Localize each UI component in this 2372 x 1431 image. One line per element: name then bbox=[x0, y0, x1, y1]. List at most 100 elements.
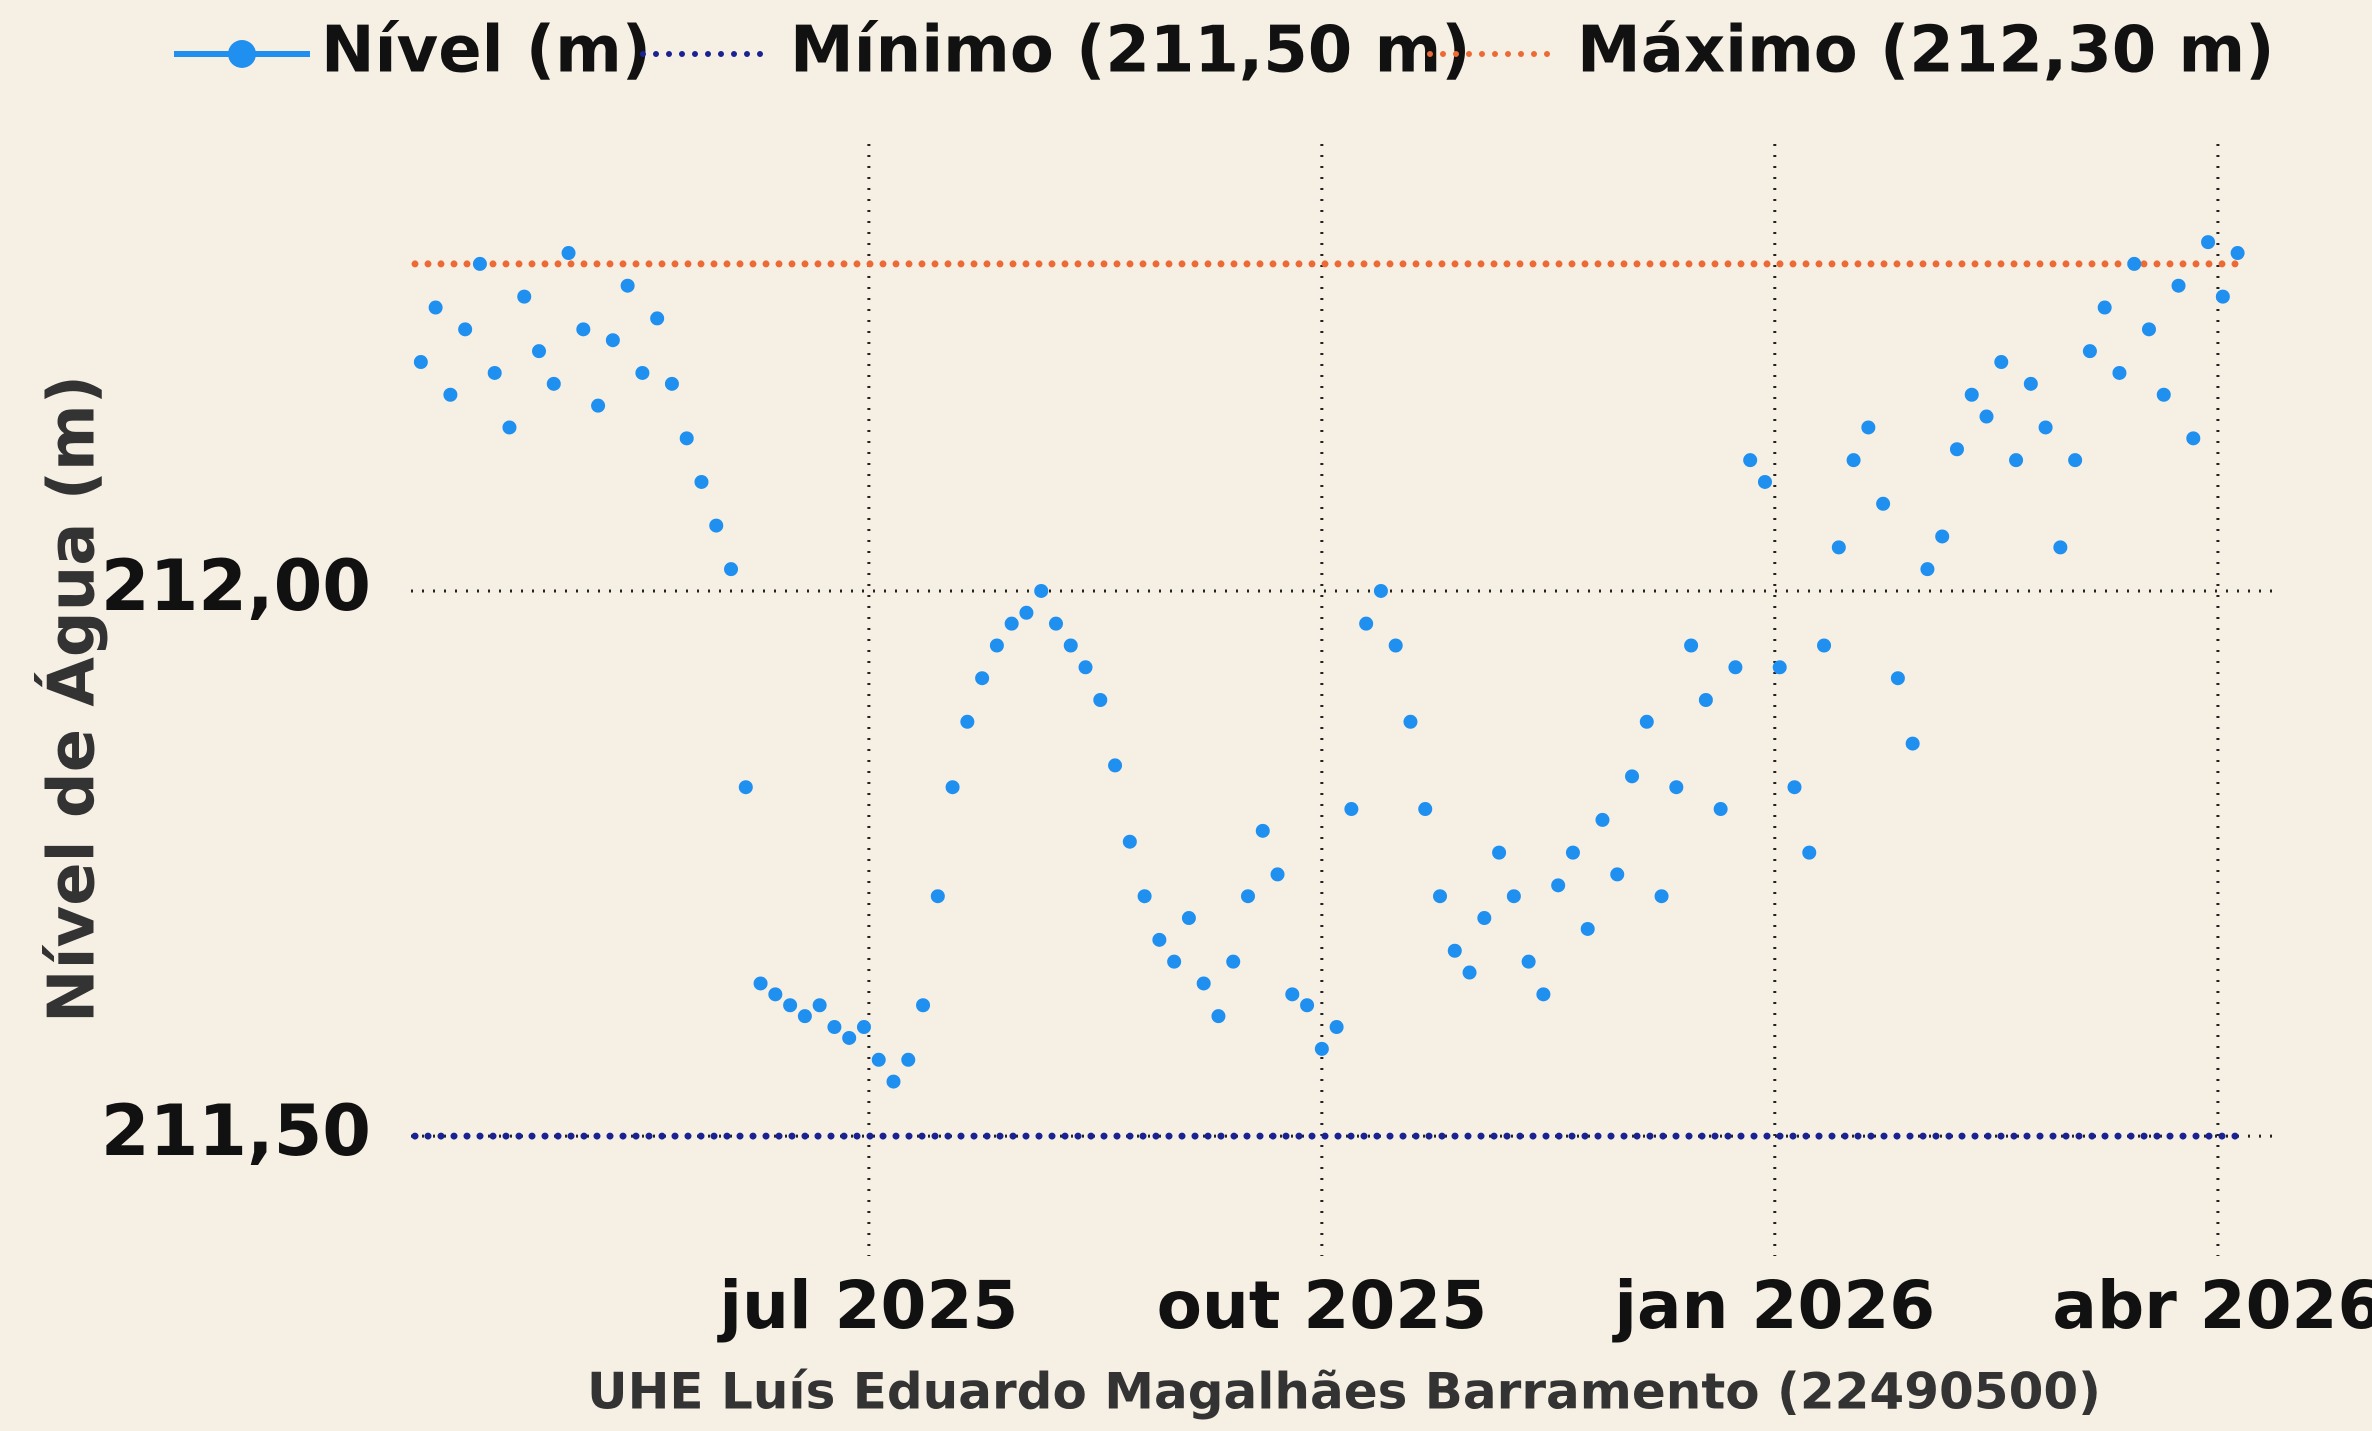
data-point bbox=[1920, 562, 1935, 577]
data-point bbox=[783, 998, 798, 1013]
data-point bbox=[709, 518, 724, 533]
data-point bbox=[1565, 845, 1580, 860]
data-point bbox=[1477, 911, 1492, 926]
data-point bbox=[1004, 616, 1019, 631]
data-point bbox=[1964, 387, 1979, 402]
data-point bbox=[1418, 802, 1433, 817]
data-point bbox=[1300, 998, 1315, 1013]
data-point bbox=[576, 322, 591, 337]
data-point bbox=[1108, 758, 1123, 773]
data-point bbox=[1314, 1041, 1329, 1056]
data-point bbox=[1506, 889, 1521, 904]
data-point bbox=[1580, 921, 1595, 936]
data-point bbox=[1772, 660, 1787, 675]
data-point bbox=[679, 431, 694, 446]
data-point bbox=[1373, 583, 1388, 598]
data-point bbox=[1787, 780, 1802, 795]
data-point bbox=[1196, 976, 1211, 991]
data-point bbox=[768, 987, 783, 1002]
data-point bbox=[2112, 365, 2127, 380]
data-point bbox=[1994, 355, 2009, 370]
data-point bbox=[1078, 660, 1093, 675]
data-point bbox=[827, 1020, 842, 1035]
data-point bbox=[2038, 420, 2053, 435]
data-point bbox=[561, 246, 576, 261]
data-point bbox=[871, 1052, 886, 1067]
data-point bbox=[2068, 453, 2083, 468]
data-point bbox=[1713, 802, 1728, 817]
data-point bbox=[1595, 812, 1610, 827]
data-point bbox=[1462, 965, 1477, 980]
y-axis-title: Nível de Água (m) bbox=[34, 375, 110, 1023]
data-point bbox=[1949, 442, 1964, 457]
data-point bbox=[1122, 834, 1137, 849]
data-point bbox=[650, 311, 665, 326]
data-point bbox=[1211, 1009, 1226, 1024]
data-point bbox=[1817, 638, 1832, 653]
data-point bbox=[1684, 638, 1699, 653]
data-point bbox=[591, 398, 606, 413]
data-point bbox=[1270, 867, 1285, 882]
data-point bbox=[2023, 376, 2038, 391]
x-tick-label: out 2025 bbox=[1157, 1267, 1488, 1344]
data-point bbox=[901, 1052, 916, 1067]
data-point bbox=[842, 1030, 857, 1045]
data-point bbox=[1019, 605, 1034, 620]
data-point bbox=[502, 420, 517, 435]
data-point bbox=[2009, 453, 2024, 468]
data-point bbox=[812, 998, 827, 1013]
data-point bbox=[1536, 987, 1551, 1002]
data-point bbox=[413, 355, 428, 370]
data-point bbox=[1152, 932, 1167, 947]
data-point bbox=[635, 365, 650, 380]
data-point bbox=[2171, 278, 2186, 293]
data-point bbox=[1669, 780, 1684, 795]
legend-label: Mínimo (211,50 m) bbox=[790, 14, 1471, 88]
x-tick-label: jul 2025 bbox=[716, 1267, 1018, 1344]
data-point bbox=[738, 780, 753, 795]
data-point bbox=[1639, 714, 1654, 729]
y-tick-label: 211,50 bbox=[101, 1090, 371, 1172]
data-point bbox=[1063, 638, 1078, 653]
data-point bbox=[1979, 409, 1994, 424]
data-point bbox=[1876, 496, 1891, 511]
data-point bbox=[886, 1074, 901, 1089]
data-point bbox=[2215, 289, 2230, 304]
data-point bbox=[753, 976, 768, 991]
data-point bbox=[532, 344, 547, 359]
data-point bbox=[1093, 693, 1108, 707]
data-point bbox=[1403, 714, 1418, 729]
data-point bbox=[1181, 911, 1196, 926]
x-axis-title: UHE Luís Eduardo Magalhães Barramento (2… bbox=[587, 1363, 2101, 1421]
data-point bbox=[1359, 616, 1374, 631]
data-point bbox=[1167, 954, 1182, 969]
data-point bbox=[1802, 845, 1817, 860]
data-point bbox=[945, 780, 960, 795]
data-point bbox=[724, 562, 739, 577]
data-point bbox=[694, 474, 709, 489]
data-point bbox=[1433, 889, 1448, 904]
x-tick-label: jan 2026 bbox=[1611, 1267, 1935, 1344]
data-point bbox=[1757, 474, 1772, 489]
data-point bbox=[443, 387, 458, 402]
data-point bbox=[1728, 660, 1743, 675]
data-point bbox=[487, 365, 502, 380]
data-point bbox=[1492, 845, 1507, 860]
data-point bbox=[856, 1020, 871, 1035]
legend-marker bbox=[228, 40, 256, 68]
data-point bbox=[1285, 987, 1300, 1002]
data-point bbox=[1831, 540, 1846, 555]
data-point bbox=[930, 889, 945, 904]
data-point bbox=[1625, 769, 1640, 784]
data-point bbox=[2053, 540, 2068, 555]
data-point bbox=[960, 714, 975, 729]
data-point bbox=[975, 671, 990, 686]
data-point bbox=[1329, 1020, 1344, 1035]
data-point bbox=[797, 1009, 812, 1024]
data-point bbox=[2201, 235, 2216, 250]
data-point bbox=[1846, 453, 1861, 468]
data-point bbox=[546, 376, 561, 391]
data-point bbox=[2127, 256, 2142, 271]
